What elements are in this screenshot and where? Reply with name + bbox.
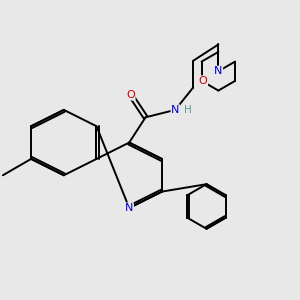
Text: N: N	[214, 66, 223, 76]
Text: H: H	[184, 105, 192, 115]
Text: O: O	[126, 90, 135, 100]
Text: N: N	[125, 203, 134, 213]
Text: O: O	[199, 76, 208, 86]
Text: N: N	[171, 105, 179, 115]
